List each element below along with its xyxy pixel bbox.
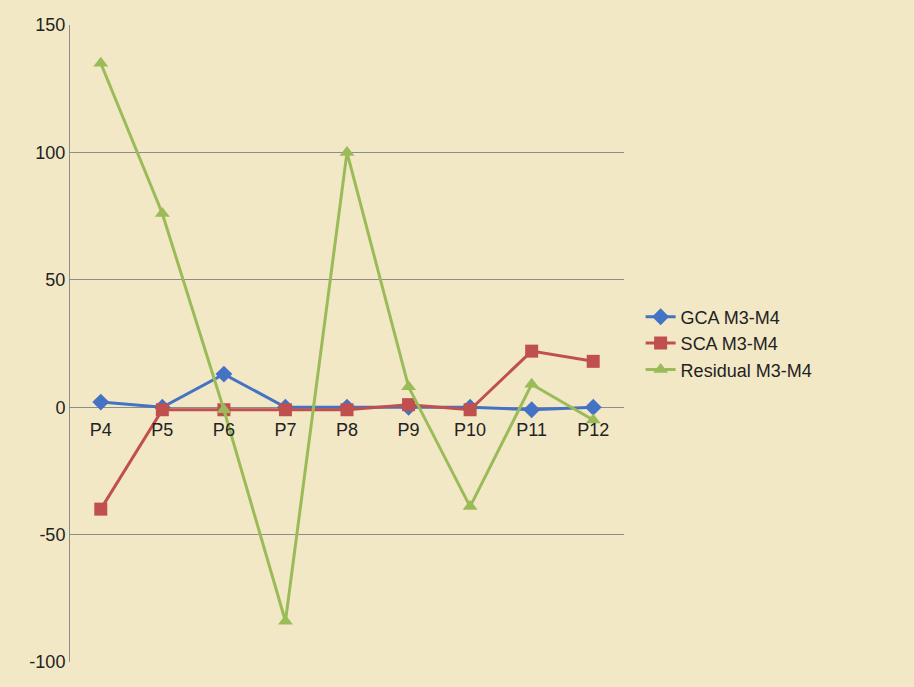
svg-text:SCA M3-M4: SCA M3-M4 [681, 334, 778, 354]
svg-text:0: 0 [55, 398, 65, 418]
svg-text:P6: P6 [213, 420, 235, 440]
svg-text:150: 150 [35, 15, 65, 35]
svg-text:P9: P9 [398, 420, 420, 440]
svg-text:P12: P12 [577, 420, 609, 440]
svg-text:P8: P8 [336, 420, 358, 440]
svg-text:-50: -50 [39, 525, 65, 545]
svg-text:-100: -100 [29, 652, 65, 672]
svg-text:GCA M3-M4: GCA M3-M4 [681, 308, 780, 328]
svg-text:P5: P5 [151, 420, 173, 440]
svg-text:P7: P7 [274, 420, 296, 440]
svg-text:Residual M3-M4: Residual M3-M4 [681, 361, 812, 381]
svg-text:P11: P11 [516, 420, 547, 440]
svg-text:100: 100 [35, 143, 65, 163]
svg-text:P10: P10 [454, 420, 486, 440]
svg-text:50: 50 [45, 270, 65, 290]
svg-text:P4: P4 [90, 420, 112, 440]
